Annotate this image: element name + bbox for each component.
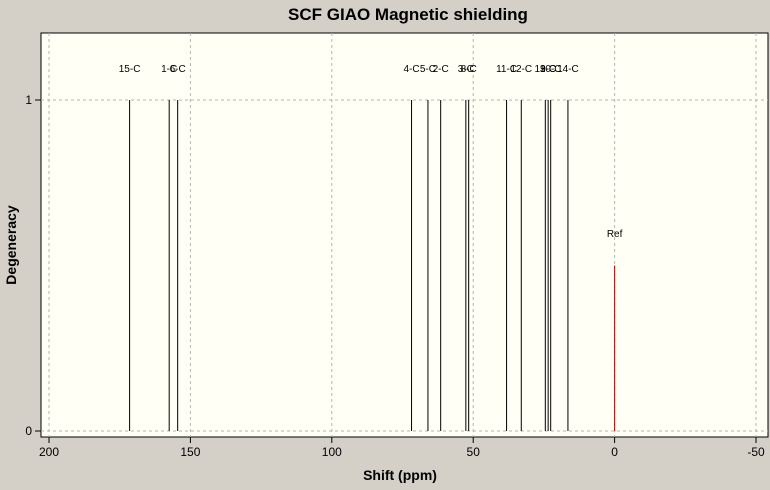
y-tick-label: 0 <box>25 424 32 438</box>
peak-label: 8-C <box>461 64 477 75</box>
axes: 200 150 100 50 0 -50 0 1 <box>25 93 765 459</box>
peak-label: 9-C <box>540 64 556 75</box>
x-tick-label: 0 <box>611 445 618 459</box>
x-tick-label: 150 <box>180 445 200 459</box>
peak-label: 5-C <box>420 64 436 75</box>
peak-label: 6-C <box>170 64 186 75</box>
peak-label: 2-C <box>433 64 449 75</box>
peak-label: 10-C <box>540 64 562 75</box>
peak-label: 13-C <box>534 64 556 75</box>
x-tick-label: 200 <box>39 445 59 459</box>
peak-labels: 15-C 1-C6-C 4-C 5-C2-C 3-C8-C 11-C12-C 13-C9-C… <box>119 64 623 240</box>
peak-label: 11-C <box>496 64 517 75</box>
peak-label: 12-C <box>510 64 532 75</box>
peak-label: 1-C <box>161 64 177 75</box>
y-tick-label: 1 <box>25 93 32 107</box>
peak-label: 15-C <box>119 64 141 75</box>
x-tick-label: -50 <box>747 445 765 459</box>
peak-label: 14-C <box>557 64 579 75</box>
x-axis-label: Shift (ppm) <box>363 467 437 483</box>
peak-label: 4-C <box>403 64 419 75</box>
plot-area <box>40 32 769 438</box>
x-tick-label: 50 <box>467 445 481 459</box>
chart-title: SCF GIAO Magnetic shielding <box>288 5 528 24</box>
y-axis-label: Degeneracy <box>3 205 19 285</box>
peak-label: 3-C <box>458 64 474 75</box>
peak-lines <box>129 100 616 431</box>
x-tick-label: 100 <box>322 445 342 459</box>
reference-label: Ref <box>607 229 623 240</box>
